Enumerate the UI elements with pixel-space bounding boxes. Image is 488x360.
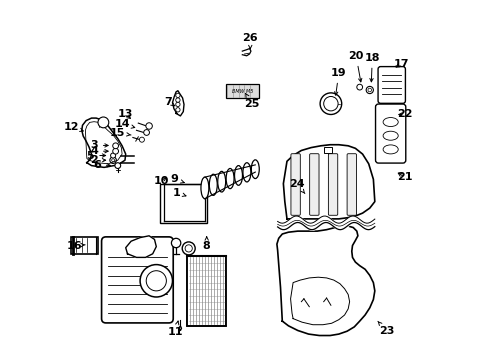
Text: BMW M5: BMW M5: [231, 89, 252, 94]
Text: 12: 12: [64, 122, 83, 132]
Circle shape: [139, 137, 144, 142]
Circle shape: [113, 143, 118, 149]
Polygon shape: [290, 277, 349, 325]
Circle shape: [185, 245, 192, 252]
Text: 19: 19: [330, 68, 346, 95]
FancyBboxPatch shape: [290, 154, 300, 215]
Ellipse shape: [225, 168, 234, 189]
Circle shape: [140, 265, 172, 297]
Text: 9: 9: [170, 174, 184, 184]
Circle shape: [366, 86, 373, 94]
Text: 18: 18: [364, 53, 379, 82]
Text: 2: 2: [90, 155, 105, 165]
Text: 21: 21: [396, 172, 411, 182]
Bar: [160, 184, 206, 223]
Text: 25: 25: [244, 93, 259, 109]
Ellipse shape: [234, 166, 242, 185]
FancyBboxPatch shape: [375, 104, 405, 163]
Circle shape: [110, 153, 115, 158]
FancyBboxPatch shape: [328, 154, 337, 215]
Circle shape: [367, 88, 371, 92]
Text: 1: 1: [172, 188, 185, 198]
Text: 11: 11: [167, 321, 183, 337]
Circle shape: [356, 84, 362, 90]
Ellipse shape: [201, 177, 208, 199]
Polygon shape: [242, 49, 250, 56]
Circle shape: [145, 123, 152, 129]
Polygon shape: [172, 91, 183, 116]
Ellipse shape: [251, 160, 259, 179]
Polygon shape: [125, 236, 156, 257]
Text: 4: 4: [90, 146, 108, 156]
FancyBboxPatch shape: [346, 154, 356, 215]
Text: 26: 26: [242, 33, 258, 49]
Circle shape: [323, 96, 337, 111]
Text: 16: 16: [67, 240, 85, 251]
Text: 17: 17: [392, 59, 408, 69]
Text: 14: 14: [115, 119, 135, 129]
Ellipse shape: [217, 171, 225, 192]
Text: 7: 7: [164, 96, 175, 107]
Polygon shape: [81, 118, 125, 167]
Polygon shape: [276, 226, 374, 336]
Circle shape: [182, 242, 195, 255]
Circle shape: [115, 163, 121, 168]
Text: 15: 15: [110, 128, 131, 138]
Text: 24: 24: [288, 179, 304, 194]
Bar: [186, 256, 226, 326]
Ellipse shape: [382, 145, 397, 154]
Text: 5: 5: [86, 150, 105, 161]
Bar: [186, 256, 226, 326]
Text: 6: 6: [93, 160, 110, 170]
Ellipse shape: [209, 174, 217, 195]
Circle shape: [110, 157, 116, 163]
Circle shape: [143, 130, 149, 135]
Ellipse shape: [382, 117, 397, 126]
Circle shape: [175, 98, 180, 102]
Text: 23: 23: [377, 321, 394, 336]
Circle shape: [113, 148, 118, 154]
Circle shape: [320, 93, 341, 114]
Ellipse shape: [243, 163, 250, 182]
Polygon shape: [283, 145, 374, 219]
Circle shape: [175, 108, 180, 112]
FancyBboxPatch shape: [377, 67, 405, 103]
Circle shape: [146, 271, 166, 291]
Circle shape: [111, 159, 114, 162]
Text: 20: 20: [348, 51, 363, 82]
FancyBboxPatch shape: [102, 237, 173, 323]
Bar: [71, 237, 98, 254]
Circle shape: [98, 117, 108, 128]
Bar: [225, 84, 258, 98]
Bar: [323, 147, 331, 153]
FancyBboxPatch shape: [309, 154, 318, 215]
Text: 13: 13: [117, 109, 132, 120]
Text: 10: 10: [153, 176, 168, 186]
Text: 8: 8: [203, 237, 210, 251]
Ellipse shape: [382, 131, 397, 140]
Text: 22: 22: [396, 109, 411, 120]
Circle shape: [175, 102, 180, 107]
Circle shape: [171, 238, 181, 248]
Text: 3: 3: [90, 140, 108, 150]
Circle shape: [175, 93, 180, 98]
